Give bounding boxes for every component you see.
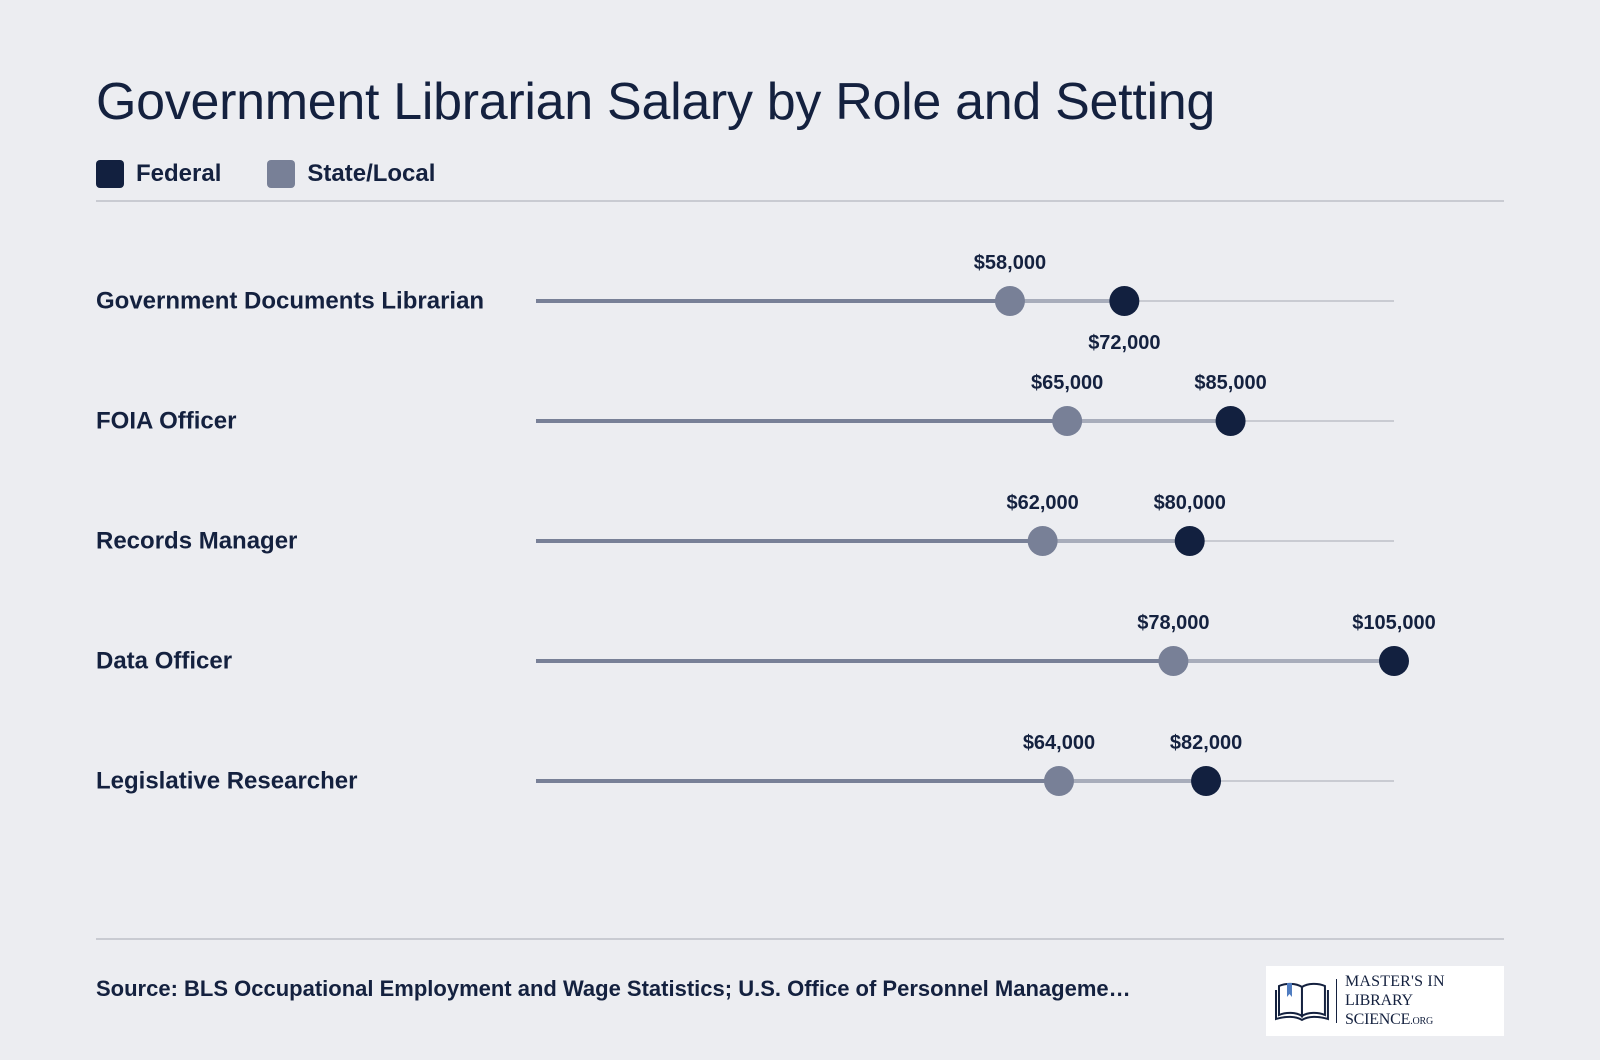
federal-value-label: $85,000 — [1194, 372, 1266, 394]
federal-dot — [1191, 766, 1222, 796]
header-divider — [96, 200, 1504, 202]
logo-suffix: .ORG — [1410, 1015, 1434, 1027]
logo-divider — [1335, 979, 1337, 1023]
legend-swatch-federal — [96, 160, 124, 188]
category-label: Government Documents Librarian — [96, 287, 484, 314]
state-local-value-label: $64,000 — [1023, 732, 1095, 754]
open-book-icon — [1274, 982, 1329, 1022]
legend-label-state-local: State/Local — [307, 160, 436, 187]
federal-dot — [1174, 526, 1205, 556]
source-note: Source: BLS Occupational Employment and … — [96, 976, 1131, 1001]
state-local-dot — [1043, 766, 1074, 796]
state-local-value-label: $65,000 — [1031, 372, 1103, 394]
category-label: FOIA Officer — [96, 407, 236, 434]
logo-line2: LIBRARY SCIENCE — [1344, 991, 1413, 1028]
state-local-dot — [1052, 406, 1083, 436]
state-local-value-label: $62,000 — [1006, 492, 1078, 514]
chart-legend: Federal State/Local — [96, 160, 435, 188]
site-logo[interactable]: MASTER'S IN LIBRARY SCIENCE.ORG — [1266, 966, 1504, 1036]
footer-divider — [96, 938, 1504, 940]
category-label: Records Manager — [96, 527, 297, 554]
state-local-value-label: $78,000 — [1137, 612, 1209, 634]
federal-value-label: $82,000 — [1170, 732, 1242, 754]
legend-label-federal: Federal — [136, 160, 222, 187]
chart-title: Government Librarian Salary by Role and … — [96, 73, 1215, 131]
federal-dot — [1379, 646, 1409, 676]
legend-swatch-state-local — [267, 160, 296, 188]
federal-value-label: $105,000 — [1352, 612, 1435, 634]
state-local-dot — [1158, 646, 1189, 676]
federal-dot — [1215, 406, 1246, 436]
federal-value-label: $72,000 — [1088, 332, 1160, 354]
category-label: Data Officer — [96, 647, 232, 674]
logo-wordmark: MASTER'S IN LIBRARY SCIENCE.ORG — [1345, 972, 1504, 1031]
legend-item-federal: Federal — [96, 160, 221, 188]
federal-value-label: $80,000 — [1154, 492, 1226, 514]
state-local-dot — [1027, 526, 1058, 556]
federal-dot — [1109, 286, 1140, 316]
state-local-value-label: $58,000 — [974, 252, 1046, 274]
legend-item-state-local: State/Local — [267, 160, 435, 188]
logo-line1: MASTER'S IN — [1344, 972, 1445, 990]
category-label: Legislative Researcher — [96, 767, 357, 794]
state-local-dot — [994, 286, 1025, 316]
logo-line2-wrap: LIBRARY SCIENCE.ORG — [1345, 991, 1504, 1031]
